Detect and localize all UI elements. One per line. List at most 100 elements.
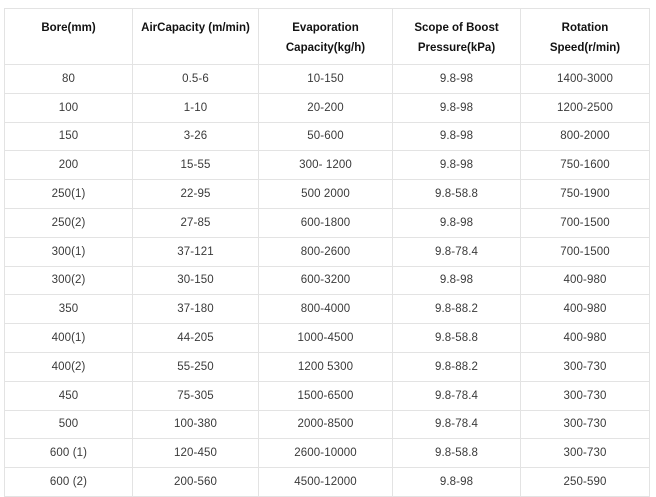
- table-row: 400(2) 55-250 1200 5300 9.8-88.2 300-730: [4, 351, 650, 382]
- table-cell: 27-85: [132, 207, 259, 238]
- table-cell: 400-980: [520, 294, 650, 325]
- table-cell: 500 2000: [258, 179, 393, 209]
- table-cell: 600-1800: [258, 207, 393, 238]
- table-cell: 9.8-88.2: [392, 294, 521, 325]
- table-cell: 600 (2): [4, 467, 133, 497]
- table-row: 300(2) 30-150 600-3200 9.8-98 400-980: [4, 265, 650, 296]
- table-cell: 800-4000: [258, 294, 393, 325]
- column-header-air-capacity: AirCapacity (m/min): [132, 8, 259, 65]
- table-row: 80 0.5-6 10-150 9.8-98 1400-3000: [4, 64, 650, 94]
- table-cell: 300-730: [520, 438, 650, 469]
- table-cell: 4500-12000: [258, 467, 393, 497]
- table-cell: 2600-10000: [258, 438, 393, 469]
- table-cell: 1200-2500: [520, 92, 650, 123]
- table-cell: 1000-4500: [258, 323, 393, 353]
- table-cell: 350: [4, 294, 133, 325]
- table-cell: 9.8-78.4: [392, 409, 521, 440]
- column-header-rotation-speed: Rotation Speed(r/min): [520, 8, 650, 65]
- table-cell: 800-2000: [520, 121, 650, 152]
- table-cell: 75-305: [132, 380, 259, 411]
- table-cell: 400(1): [4, 323, 133, 353]
- table-cell: 80: [4, 64, 133, 94]
- table-cell: 400-980: [520, 323, 650, 353]
- table-row: 300(1) 37-121 800-2600 9.8-78.4 700-1500: [4, 236, 650, 267]
- table-cell: 20-200: [258, 92, 393, 123]
- table-cell: 44-205: [132, 323, 259, 353]
- table-cell: 1400-3000: [520, 64, 650, 94]
- table-cell: 9.8-98: [392, 150, 521, 181]
- table-row: 150 3-26 50-600 9.8-98 800-2000: [4, 121, 650, 152]
- table-cell: 1-10: [132, 92, 259, 123]
- table-cell: 10-150: [258, 64, 393, 94]
- table-cell: 400(2): [4, 351, 133, 382]
- table-cell: 1500-6500: [258, 380, 393, 411]
- table-cell: 450: [4, 380, 133, 411]
- table-row: 450 75-305 1500-6500 9.8-78.4 300-730: [4, 380, 650, 411]
- table-row: 500 100-380 2000-8500 9.8-78.4 300-730: [4, 409, 650, 440]
- table-cell: 120-450: [132, 438, 259, 469]
- column-header-evaporation: Evaporation Capacity(kg/h): [258, 8, 393, 65]
- table-cell: 300-730: [520, 409, 650, 440]
- table-cell: 50-600: [258, 121, 393, 152]
- table-cell: 300-730: [520, 351, 650, 382]
- table-cell: 22-95: [132, 179, 259, 209]
- table-cell: 400-980: [520, 265, 650, 296]
- table-cell: 15-55: [132, 150, 259, 181]
- column-header-boost-pressure: Scope of Boost Pressure(kPa): [392, 8, 521, 65]
- table-cell: 9.8-98: [392, 467, 521, 497]
- table-cell: 150: [4, 121, 133, 152]
- table-cell: 250-590: [520, 467, 650, 497]
- table-row: 400(1) 44-205 1000-4500 9.8-58.8 400-980: [4, 323, 650, 353]
- table-cell: 100: [4, 92, 133, 123]
- table-cell: 9.8-88.2: [392, 351, 521, 382]
- table-cell: 700-1500: [520, 207, 650, 238]
- table-row: 600 (2) 200-560 4500-12000 9.8-98 250-590: [4, 467, 650, 497]
- table-cell: 700-1500: [520, 236, 650, 267]
- table-cell: 500: [4, 409, 133, 440]
- table-cell: 9.8-58.8: [392, 438, 521, 469]
- table-cell: 37-180: [132, 294, 259, 325]
- table-cell: 750-1600: [520, 150, 650, 181]
- table-cell: 200-560: [132, 467, 259, 497]
- table-cell: 300(1): [4, 236, 133, 267]
- table-cell: 300- 1200: [258, 150, 393, 181]
- table-body: 80 0.5-6 10-150 9.8-98 1400-3000 100 1-10 20-20…: [4, 64, 650, 497]
- table-cell: 1200 5300: [258, 351, 393, 382]
- table-cell: 37-121: [132, 236, 259, 267]
- header-row: Bore(mm) AirCapacity (m/min) Evaporation…: [4, 8, 650, 65]
- table-cell: 0.5-6: [132, 64, 259, 94]
- table-cell: 750-1900: [520, 179, 650, 209]
- table-cell: 9.8-98: [392, 92, 521, 123]
- table-cell: 300-730: [520, 380, 650, 411]
- table-row: 600 (1) 120-450 2600-10000 9.8-58.8 300-730: [4, 438, 650, 469]
- table-cell: 250(1): [4, 179, 133, 209]
- table-cell: 250(2): [4, 207, 133, 238]
- table-cell: 3-26: [132, 121, 259, 152]
- table-cell: 9.8-58.8: [392, 179, 521, 209]
- table-cell: 2000-8500: [258, 409, 393, 440]
- table-row: 250(1) 22-95 500 2000 9.8-58.8 750-1900: [4, 179, 650, 209]
- table-cell: 55-250: [132, 351, 259, 382]
- column-header-bore: Bore(mm): [4, 8, 133, 65]
- table-cell: 30-150: [132, 265, 259, 296]
- table-row: 250(2) 27-85 600-1800 9.8-98 700-1500: [4, 207, 650, 238]
- table-cell: 300(2): [4, 265, 133, 296]
- table-cell: 9.8-98: [392, 265, 521, 296]
- table-cell: 9.8-78.4: [392, 380, 521, 411]
- compressor-spec-table: Bore(mm) AirCapacity (m/min) Evaporation…: [4, 8, 650, 497]
- table-header: Bore(mm) AirCapacity (m/min) Evaporation…: [4, 8, 650, 65]
- table-row: 350 37-180 800-4000 9.8-88.2 400-980: [4, 294, 650, 325]
- table-row: 100 1-10 20-200 9.8-98 1200-2500: [4, 92, 650, 123]
- spec-table-container: Bore(mm) AirCapacity (m/min) Evaporation…: [4, 8, 650, 497]
- table-cell: 9.8-98: [392, 121, 521, 152]
- table-cell: 9.8-98: [392, 207, 521, 238]
- table-cell: 600 (1): [4, 438, 133, 469]
- table-cell: 9.8-78.4: [392, 236, 521, 267]
- table-row: 200 15-55 300- 1200 9.8-98 750-1600: [4, 150, 650, 181]
- table-cell: 9.8-58.8: [392, 323, 521, 353]
- table-cell: 600-3200: [258, 265, 393, 296]
- table-cell: 9.8-98: [392, 64, 521, 94]
- table-cell: 200: [4, 150, 133, 181]
- table-cell: 100-380: [132, 409, 259, 440]
- table-cell: 800-2600: [258, 236, 393, 267]
